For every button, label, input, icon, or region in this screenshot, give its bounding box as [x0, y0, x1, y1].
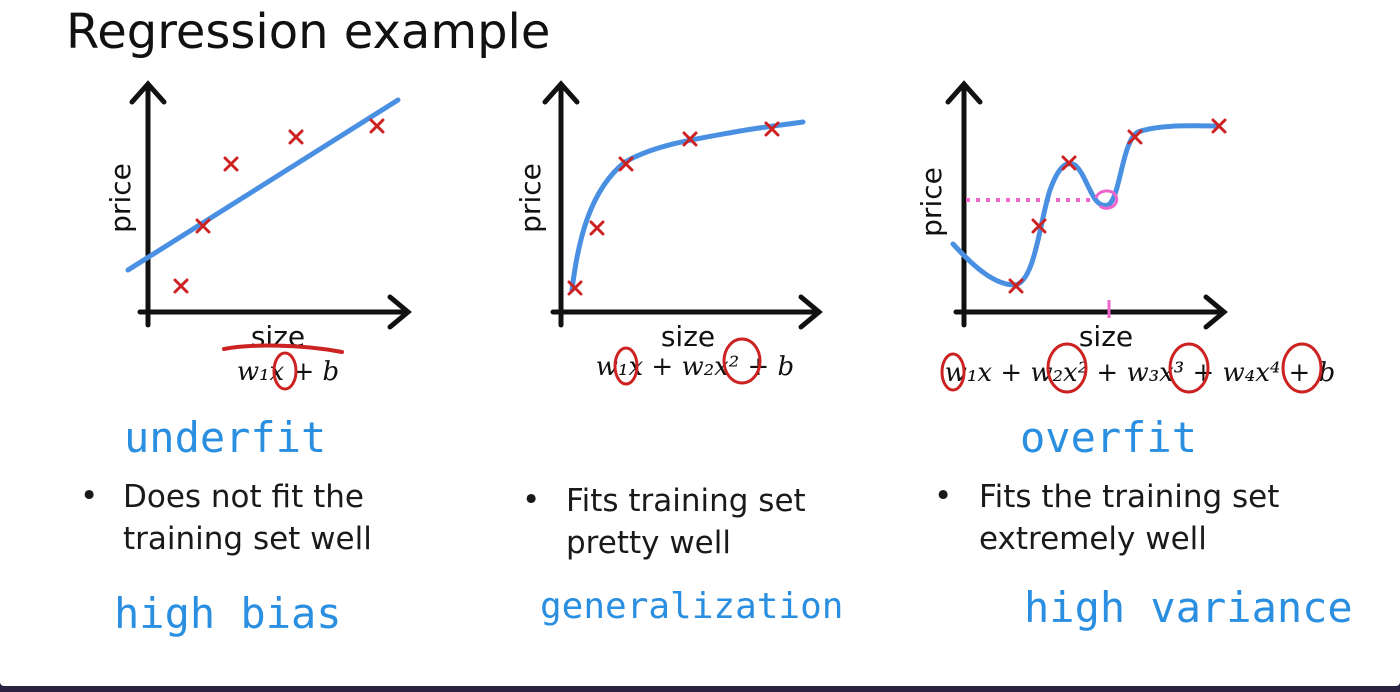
footnote-label: generalization: [540, 586, 843, 627]
x-axis-label: size: [661, 320, 715, 353]
data-point-marker: [223, 156, 239, 172]
footnote-label: high variance: [1024, 583, 1353, 632]
bullet-line-2: pretty well: [566, 525, 731, 561]
panel-underfit: price size w₁x + b underfit • Does not f…: [80, 80, 412, 638]
axes: [129, 80, 412, 330]
fit-curve: [569, 119, 806, 293]
verdict-label: overfit: [1020, 413, 1197, 462]
bullet-symbol: •: [522, 482, 540, 518]
circle-mark: [1281, 342, 1323, 394]
y-axis-arrow: [945, 80, 983, 105]
data-point-marker: [618, 156, 634, 172]
verdict-label: underfit: [124, 413, 326, 462]
data-point-marker: [764, 121, 780, 137]
fit-line: [125, 97, 401, 273]
bullet-line-1: Does not fit the: [123, 479, 364, 515]
x-axis-arrow: [1203, 294, 1228, 330]
bullet-line-2: training set well: [123, 521, 372, 557]
data-point-marker: [1061, 155, 1077, 171]
axes: [945, 80, 1228, 330]
data-point-marker: [1127, 129, 1143, 145]
data-point-marker: [1031, 218, 1047, 234]
y-axis-label: price: [104, 163, 137, 233]
circle-mark: [1168, 342, 1210, 394]
data-point-marker: [195, 218, 211, 234]
y-axis-arrow: [542, 80, 580, 105]
data-point-marker: [567, 280, 583, 296]
formula: w₁x + b: [237, 357, 339, 387]
data-points: [567, 121, 780, 296]
axes: [542, 80, 823, 330]
slide-title: Regression example: [66, 4, 551, 60]
bullet-symbol: •: [934, 478, 952, 514]
footnote-label: high bias: [114, 589, 342, 638]
formula: w₁x + w₂x² + w₃x³ + w₄x⁴ + b: [945, 358, 1336, 388]
x-axis-arrow: [798, 294, 823, 330]
circle-mark: [613, 346, 639, 386]
circle-mark: [940, 352, 966, 392]
data-point-marker: [589, 220, 605, 236]
data-points: [173, 118, 385, 294]
formula: w₁x + w₂x² + b: [596, 352, 794, 382]
data-point-marker: [288, 129, 304, 145]
bullet-line-1: Fits the training set: [979, 479, 1279, 515]
circle-mark: [272, 351, 298, 391]
data-point-marker: [369, 118, 385, 134]
data-point-marker: [173, 278, 189, 294]
bullet-line-2: extremely well: [979, 521, 1207, 557]
bullet-line-1: Fits training set: [566, 483, 806, 519]
data-points: [1008, 118, 1227, 294]
data-point-marker: [1211, 118, 1227, 134]
y-axis-label: price: [514, 163, 547, 233]
x-axis-label: size: [1079, 320, 1133, 353]
bullet-symbol: •: [80, 478, 98, 514]
highlight-loop: [1094, 189, 1119, 210]
underline-mark: [222, 343, 344, 354]
fit-curve: [950, 123, 1221, 288]
data-point-marker: [1008, 278, 1024, 294]
x-axis-arrow: [387, 294, 412, 330]
circle-mark: [722, 337, 762, 385]
y-axis-arrow: [129, 80, 167, 105]
circle-mark: [1046, 342, 1088, 394]
panel-overfit: price size w₁x + w₂x² + w₃x³ + w₄x⁴ + b …: [915, 80, 1353, 632]
panel-just-right: price size w₁x + w₂x² + b • Fits trainin…: [514, 80, 843, 627]
y-axis-label: price: [915, 167, 948, 237]
data-point-marker: [682, 131, 698, 147]
